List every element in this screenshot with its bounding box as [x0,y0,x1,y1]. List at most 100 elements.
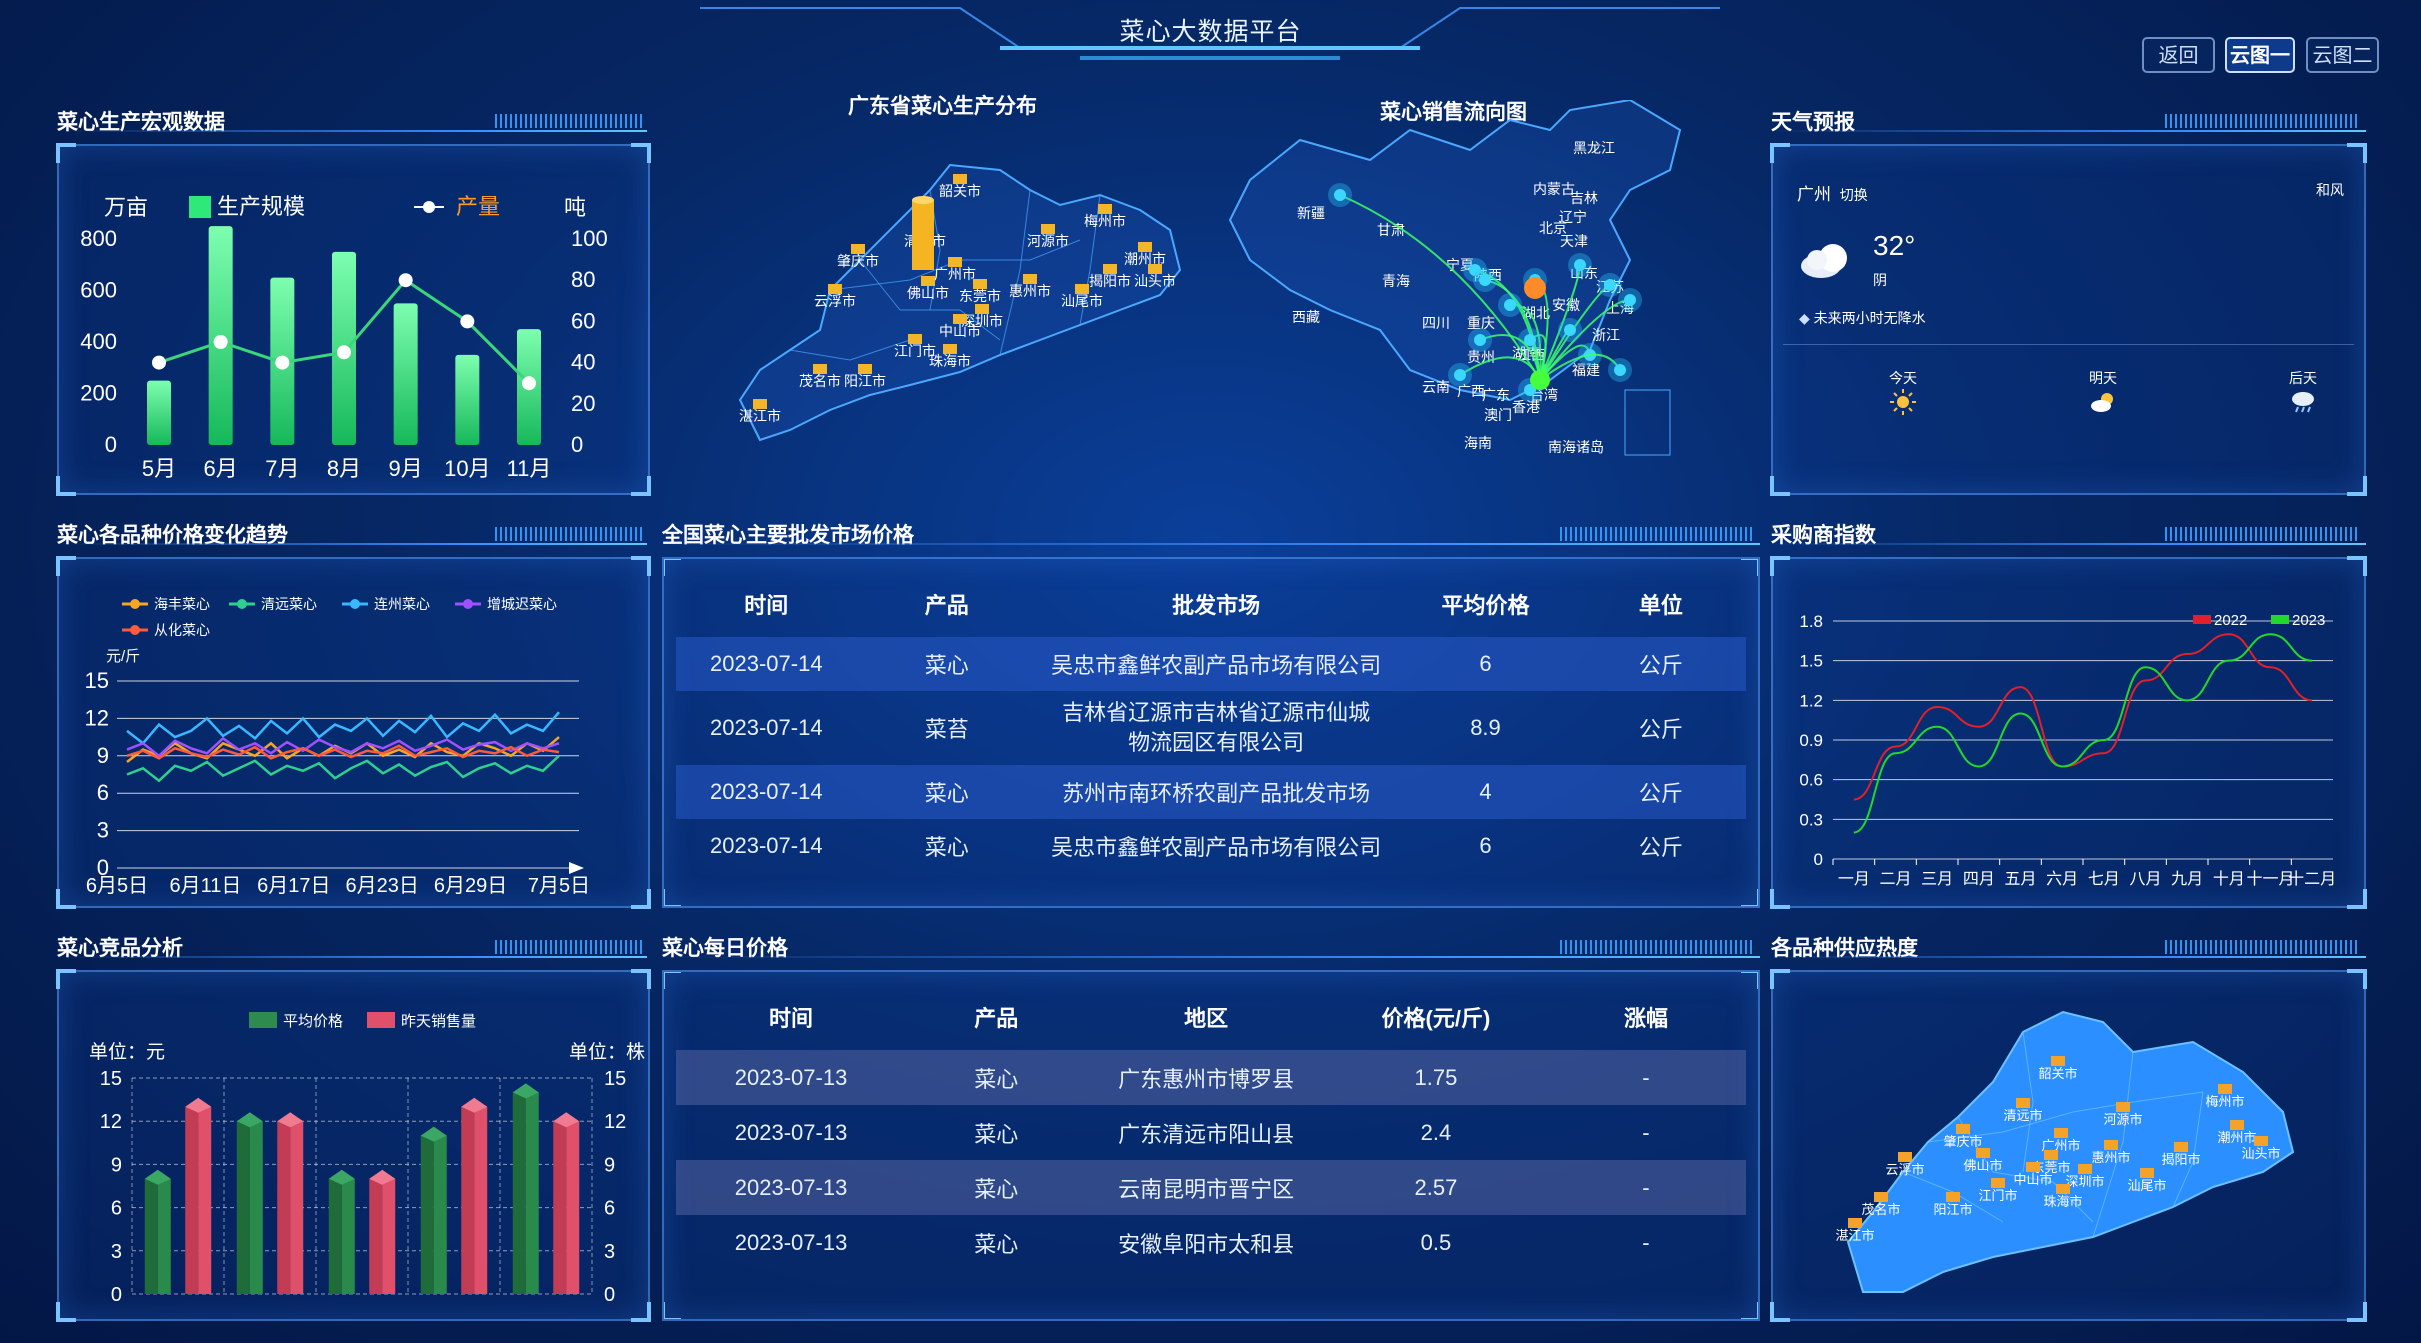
bar-top [185,1097,212,1113]
x-axis-arrow [569,862,584,874]
city-label: 汕头市 [2241,1146,2280,1161]
node-dot [1479,274,1491,286]
legend-label: 清远菜心 [261,596,317,612]
decor-ticks [1560,527,1755,541]
bar-top [420,1126,447,1142]
table-row[interactable]: 2023-07-13 菜心 广东清远市阳山县 2.4 - [676,1105,1746,1160]
switch-city-link[interactable]: 切换 [1839,187,1868,203]
city-marker [973,279,987,289]
city-label: 阳江市 [1933,1202,1972,1217]
cell: 2023-07-13 [734,1064,848,1090]
bar-front [566,1121,580,1294]
cloud-map-two-button[interactable]: 云图二 [2306,37,2379,73]
city-label: 潮州市 [2217,1130,2256,1145]
city-label: 深圳市 [2065,1174,2104,1189]
legend-label: 从化菜心 [154,622,210,638]
y-right-tick: 80 [571,267,595,292]
table-row[interactable]: 2023-07-14 菜心 苏州市南环桥农副产品批发市场 4 公斤 [676,765,1746,819]
decor-ticks [495,527,645,541]
table-row[interactable]: 2023-07-13 菜心 安徽阜阳市太和县 0.5 - [676,1215,1746,1270]
city-marker [2174,1142,2188,1152]
bar-top [144,1169,171,1185]
node-dot [1564,324,1576,336]
table-row[interactable]: 2023-07-13 菜心 广东惠州市博罗县 1.75 - [676,1050,1746,1105]
y-left-label: 万亩 [104,195,148,220]
day-after: 后天 [2273,368,2333,419]
city-marker [1991,1178,2005,1188]
district-border [2022,1031,2034,1173]
y-tick: 0 [97,855,109,880]
bar-top [369,1169,396,1185]
cell: 菜心 [974,1121,1019,1147]
region-label: 四川 [1422,315,1450,331]
city-marker [2218,1084,2232,1094]
forecast-note-text: 未来两小时无降水 [1813,310,1926,326]
guangdong-production-map[interactable]: 韶关市梅州市清远市河源市肇庆市潮州市广州市惠州市揭阳市汕头市云浮市佛山市东莞市汕… [700,110,1200,480]
bar-front [433,1135,447,1294]
buyer-index-chart: 00.30.60.91.21.51.8一月 二月 三月 四月 五月 六月 七月 八月 九月 十月十… [1799,612,2336,888]
wholesale-title: 全国菜心主要批发市场价格 [662,524,914,547]
x-tick: 6月23日 [346,875,419,897]
sales-flow-map[interactable]: 新疆甘肃青海西藏宁夏陕西内蒙古黑龙江吉林辽宁北京天津山东江苏上海安徽湖北四川重庆… [1210,100,1710,470]
y-right-tick: 12 [604,1111,626,1133]
region-label: 台湾 [1530,387,1558,403]
node-dot [1524,334,1536,346]
city-label: 佛山市 [1963,1158,2002,1173]
bar-side [328,1178,342,1294]
back-button[interactable]: 返回 [2142,37,2215,73]
region-label: 吉林 [1570,190,1598,206]
cell: 1.75 [1414,1064,1458,1090]
col-product: 产品 [974,1006,1019,1031]
divider [57,956,647,958]
series-line [1853,633,2313,834]
series-line [126,711,560,746]
legend-label: 连州菜心 [374,596,430,612]
city-label: 湛江市 [1835,1228,1874,1243]
day-label: 后天 [2289,370,2317,386]
bar-side [461,1106,475,1294]
cell: 云南昆明市晋宁区 [1118,1176,1295,1202]
cell: 2.4 [1420,1119,1452,1145]
node-dot [1614,364,1626,376]
legend-swatch-2022 [2193,615,2211,624]
legend-label: 增城迟菜心 [487,596,557,612]
y-left-tick: 3 [111,1241,122,1263]
supply-heat-title: 各品种供应热度 [1771,937,1918,960]
x-tick: 6月17日 [257,875,330,897]
col-time: 时间 [769,1006,814,1031]
cell: - [1642,1174,1650,1200]
table-row[interactable]: 2023-07-14 菜心 吴忠市鑫鲜农副产品市场有限公司 6 公斤 [676,637,1746,691]
buyer-index-panel: 0 0.3 0.6 0.9 1.2 1.5 1.8 一月 二月 三月 四月 五月 六月 七月 八月 九月 十月十… [1770,556,2367,909]
production-title: 菜心生产宏观数据 [57,111,225,134]
city-marker [858,364,872,374]
cell: - [1642,1119,1650,1145]
city-marker [2078,1164,2092,1174]
cloud-map-one-button[interactable]: 云图一 [2225,37,2295,73]
city-label: 揭阳市 [1089,273,1131,289]
daily-table: 时间 产品 地区 价格(元/斤) 涨幅 2023-07-13 菜心 广东惠州市博… [676,984,1746,1270]
city-marker [851,244,865,254]
city-label: 梅州市 [2205,1094,2244,1109]
y-left-tick: 6 [111,1198,122,1220]
bar-front [290,1121,304,1294]
table-row[interactable]: 2023-07-13 菜心 云南昆明市晋宁区 2.57 - [676,1160,1746,1215]
decor-ticks [495,114,645,128]
col-unit: 单位 [1638,593,1683,618]
table-row[interactable]: 2023-07-14 菜苔 吉林省辽源市吉林省辽源市仙城物流园区有限公司 8.9… [676,691,1746,765]
legend-label-sales: 昨天销售量 [401,1013,476,1030]
y-tick: 0 [1814,850,1823,869]
district-border [2092,1051,2134,1238]
target-dot [1530,370,1550,390]
x-tick: 6月 [204,456,238,481]
output-point [213,335,228,349]
y-right-tick: 9 [604,1154,615,1176]
y-left-unit: 单位：元 [89,1041,165,1063]
y-tick: 15 [85,668,109,693]
col-region: 地区 [1184,1006,1229,1031]
y-tick: 0.3 [1799,810,1823,829]
region-label: 安徽 [1552,297,1580,313]
cell: 2023-07-14 [710,715,823,740]
table-row[interactable]: 2023-07-14 菜心 吴忠市鑫鲜农副产品市场有限公司 6 公斤 [676,819,1746,873]
